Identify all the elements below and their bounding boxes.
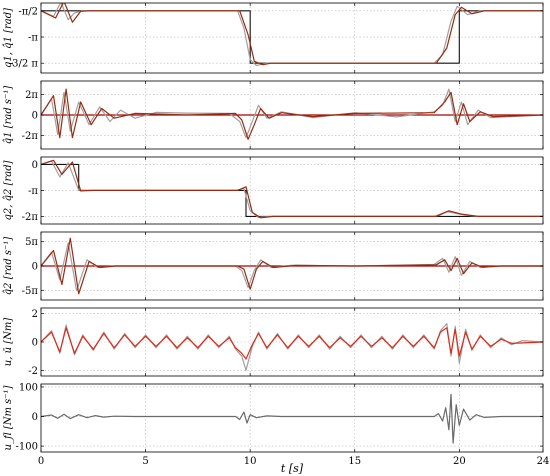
y-tick-label: 2 <box>32 309 38 320</box>
y-axis-label: u, ū [Nm] <box>3 318 14 367</box>
x-tick-label: 15 <box>348 456 361 467</box>
y-tick-label: -3/2 π <box>9 59 39 70</box>
chart-panel-2: 2π 0 -2π q̂1 [rad s⁻¹] <box>3 80 544 150</box>
y-tick-label: -π <box>28 33 38 44</box>
panel-frame <box>40 383 544 453</box>
chart-panel-4: 5π 0 -5π q̂2 [rad s⁻¹] <box>3 231 544 301</box>
series-line-3 <box>41 3 543 66</box>
series-line-2 <box>41 160 543 218</box>
y-tick-label: -π <box>28 186 38 197</box>
y-tick-label: 2π <box>25 90 38 101</box>
series-line-2 <box>41 327 543 360</box>
y-axis-label: u_fl [Nm s⁻¹] <box>3 385 14 450</box>
y-tick-label: -5π <box>22 286 39 297</box>
x-tick-label: 5 <box>142 456 148 467</box>
y-tick-label: 0 <box>32 111 38 122</box>
series-line-2 <box>41 242 543 292</box>
chart-panel-3: 0 -π -2π q2, q̂2 [rad] <box>3 156 544 225</box>
y-tick-label: 100 <box>19 382 38 393</box>
y-tick-label: 0 <box>32 262 38 273</box>
y-axis-label: q1, q̂1 [rad] <box>3 8 14 68</box>
series-line-3 <box>41 159 543 219</box>
series-line-1 <box>41 10 543 64</box>
x-axis-label: t [s] <box>281 462 304 475</box>
series-line-1 <box>41 323 543 371</box>
y-tick-label: -100 <box>16 442 38 453</box>
y-axis-label: q̂2 [rad s⁻¹] <box>3 237 14 296</box>
y-tick-label: -2π <box>22 212 39 223</box>
y-tick-label: 0 <box>32 338 38 349</box>
series-line-2 <box>41 3 543 67</box>
chart-panel-5: 2 0 -2 u, ū [Nm] <box>3 307 544 377</box>
y-tick-label: -2π <box>22 131 39 142</box>
y-tick-label: 5π <box>25 237 38 248</box>
y-tick-label: 0 <box>32 160 38 171</box>
panel-frame <box>40 2 544 74</box>
y-tick-label: 0 <box>32 412 38 423</box>
series-line-3 <box>41 237 543 295</box>
y-tick-label: -π/2 <box>18 6 38 17</box>
chart-panel-1: -π/2 -π -3/2 πq1, q̂1 [rad] <box>3 2 544 74</box>
x-tick-label: 20 <box>453 456 466 467</box>
x-tick-label: 24 <box>537 456 550 467</box>
y-axis-label: q2, q̂2 [rad] <box>3 160 14 220</box>
x-tick-label: 0 <box>38 456 44 467</box>
series-line-1 <box>41 393 543 444</box>
x-tick-label: 10 <box>244 456 257 467</box>
series-line-3 <box>41 88 543 140</box>
y-axis-label: q̂1 [rad s⁻¹] <box>3 86 14 145</box>
y-tick-label: -2 <box>28 366 38 377</box>
panel-frame <box>40 307 544 377</box>
